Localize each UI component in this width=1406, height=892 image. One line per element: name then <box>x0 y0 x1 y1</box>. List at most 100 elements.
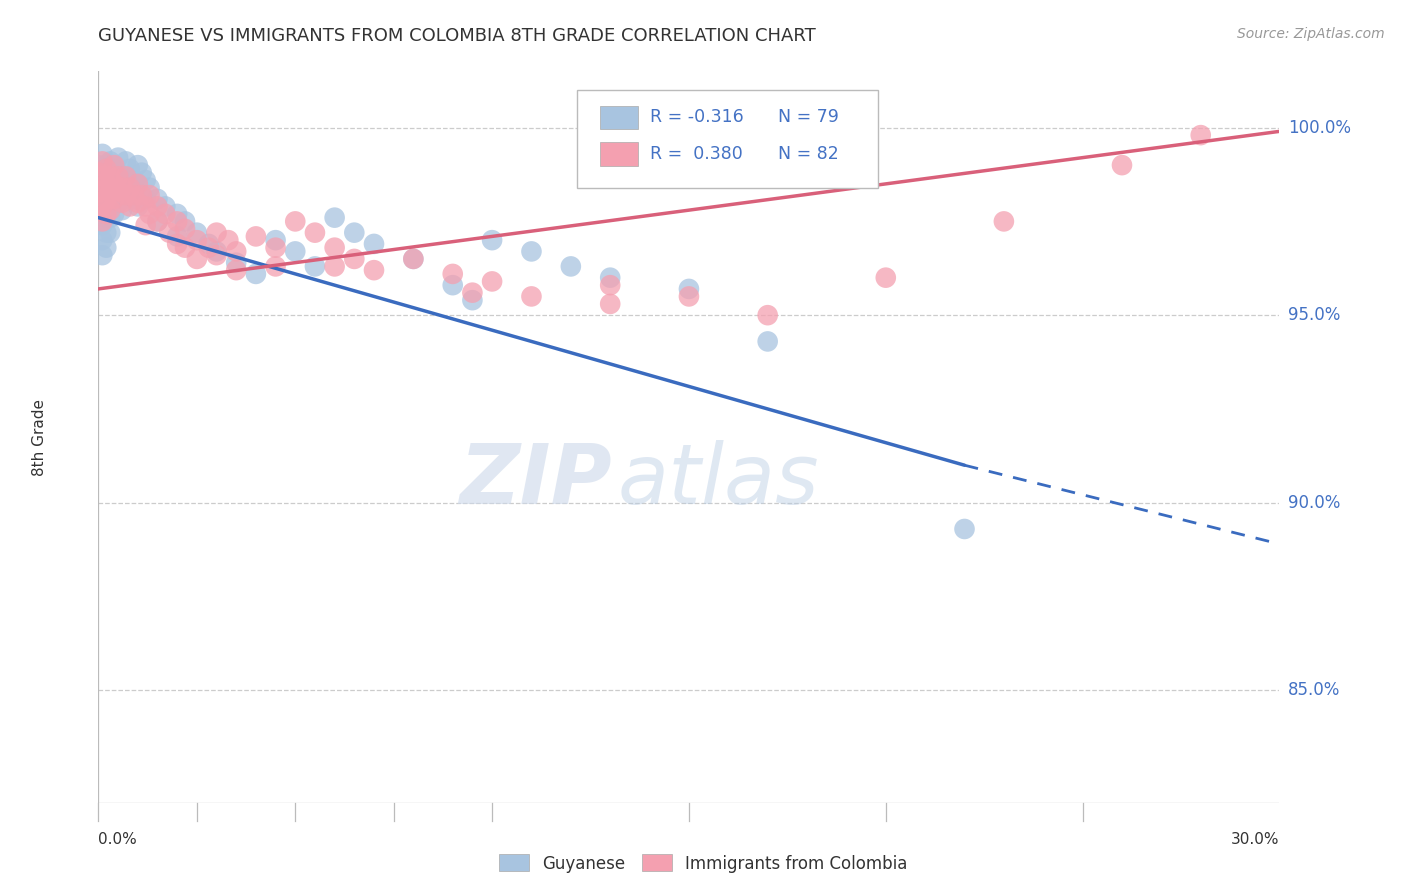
Point <box>96 211 118 225</box>
Point <box>127 177 149 191</box>
Point <box>91 199 114 213</box>
Point <box>155 199 177 213</box>
Point <box>343 226 366 240</box>
Point <box>599 297 621 311</box>
Point <box>993 214 1015 228</box>
Point <box>186 252 208 266</box>
Point <box>118 199 141 213</box>
Point <box>146 214 169 228</box>
Point <box>87 185 110 199</box>
Point <box>87 166 110 180</box>
Point <box>103 158 125 172</box>
Point <box>1111 158 1133 172</box>
Point <box>96 207 118 221</box>
Point <box>91 166 114 180</box>
Point <box>186 226 208 240</box>
Point <box>953 522 976 536</box>
Point <box>111 185 134 199</box>
Point <box>875 270 897 285</box>
Point <box>461 285 484 300</box>
Point <box>264 260 287 274</box>
Point <box>118 161 141 176</box>
Point <box>323 211 346 225</box>
Point <box>103 192 125 206</box>
Point <box>87 180 110 194</box>
Point <box>96 226 118 240</box>
Point <box>131 188 153 202</box>
Point <box>115 188 138 202</box>
Point <box>225 244 247 259</box>
Point <box>245 267 267 281</box>
Point <box>127 158 149 172</box>
Point <box>98 211 121 225</box>
Point <box>135 199 157 213</box>
Point <box>678 282 700 296</box>
FancyBboxPatch shape <box>600 143 638 166</box>
Point <box>323 241 346 255</box>
Text: R = -0.316: R = -0.316 <box>650 109 744 127</box>
Point <box>174 241 197 255</box>
Point <box>91 192 114 206</box>
Point <box>91 154 114 169</box>
Point <box>115 173 138 187</box>
Point <box>91 177 114 191</box>
Point <box>461 293 484 308</box>
Point <box>304 260 326 274</box>
Point <box>155 207 177 221</box>
Point <box>205 226 228 240</box>
Point <box>284 214 307 228</box>
Point <box>363 236 385 251</box>
Point <box>441 278 464 293</box>
Point <box>96 185 118 199</box>
Point <box>91 248 114 262</box>
Point <box>756 308 779 322</box>
Point <box>146 214 169 228</box>
Point <box>205 248 228 262</box>
Point <box>146 199 169 213</box>
Point <box>441 267 464 281</box>
Point <box>166 214 188 228</box>
Point <box>520 244 543 259</box>
Text: 90.0%: 90.0% <box>1288 494 1340 512</box>
Point <box>96 241 118 255</box>
Point <box>127 195 149 210</box>
Text: GUYANESE VS IMMIGRANTS FROM COLOMBIA 8TH GRADE CORRELATION CHART: GUYANESE VS IMMIGRANTS FROM COLOMBIA 8TH… <box>98 27 815 45</box>
Text: 100.0%: 100.0% <box>1288 119 1351 136</box>
Point <box>157 226 180 240</box>
Point <box>166 236 188 251</box>
Point <box>402 252 425 266</box>
Text: 85.0%: 85.0% <box>1288 681 1340 699</box>
Text: R =  0.380: R = 0.380 <box>650 145 742 163</box>
Point <box>91 218 114 232</box>
Text: 95.0%: 95.0% <box>1288 306 1340 324</box>
Point <box>225 255 247 269</box>
Legend: Guyanese, Immigrants from Colombia: Guyanese, Immigrants from Colombia <box>492 847 914 880</box>
Point <box>217 233 239 247</box>
Point <box>205 244 228 259</box>
Point <box>96 161 118 176</box>
Text: Source: ZipAtlas.com: Source: ZipAtlas.com <box>1237 27 1385 41</box>
Point <box>304 226 326 240</box>
Point <box>103 192 125 206</box>
Point <box>481 274 503 288</box>
Point <box>560 260 582 274</box>
Point <box>166 229 188 244</box>
Point <box>131 166 153 180</box>
Point <box>107 185 129 199</box>
Point <box>91 233 114 247</box>
FancyBboxPatch shape <box>576 90 877 188</box>
Text: ZIP: ZIP <box>460 441 612 522</box>
Point <box>98 226 121 240</box>
Text: 8th Grade: 8th Grade <box>32 399 46 475</box>
Point <box>103 177 125 191</box>
Point <box>174 214 197 228</box>
Point <box>284 244 307 259</box>
Point <box>599 278 621 293</box>
Point <box>96 173 118 187</box>
Point <box>98 185 121 199</box>
Text: 0.0%: 0.0% <box>98 832 138 847</box>
Point <box>107 180 129 194</box>
Point <box>87 158 110 172</box>
Point <box>111 180 134 194</box>
Point <box>91 185 114 199</box>
